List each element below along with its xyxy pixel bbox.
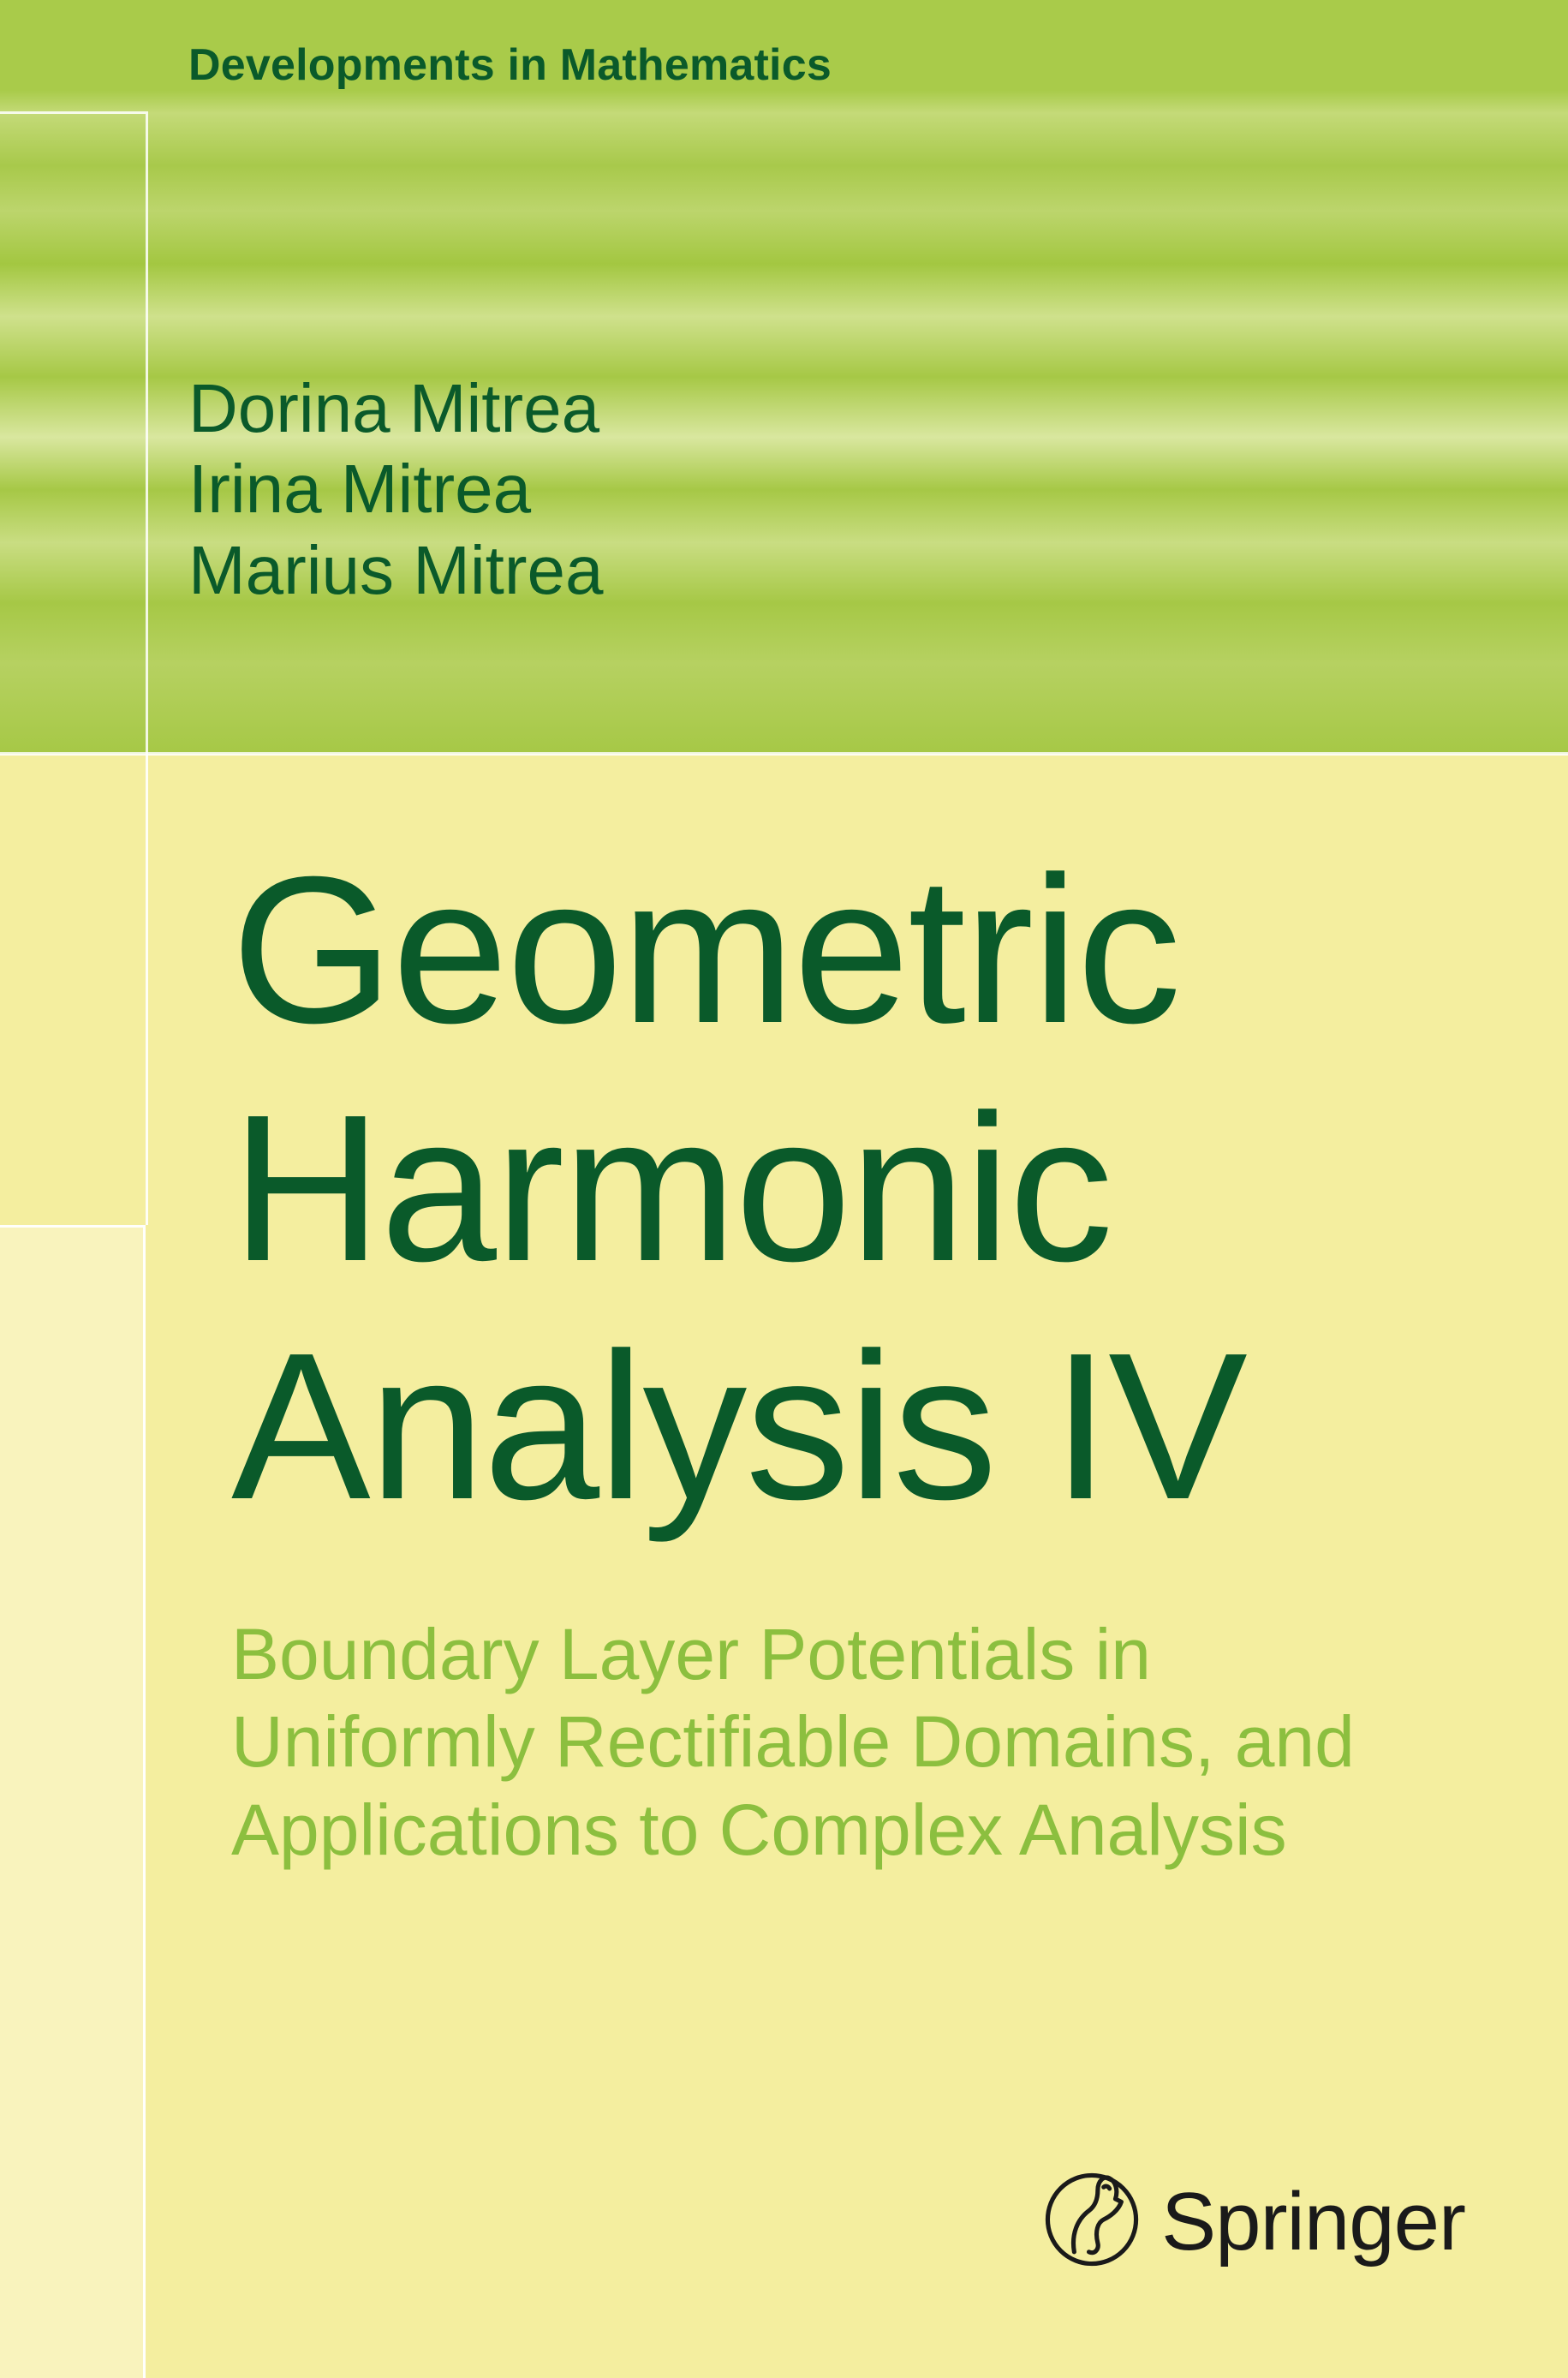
top-green-band: Developments in Mathematics Dorina Mitre…: [0, 0, 1568, 754]
author-line: Marius Mitrea: [188, 530, 604, 611]
main-title: Geometric Harmonic Analysis IV: [231, 831, 1246, 1545]
author-line: Dorina Mitrea: [188, 368, 604, 449]
title-line: Analysis IV: [231, 1307, 1246, 1545]
author-line: Irina Mitrea: [188, 449, 604, 529]
vertical-rule-mid: [146, 754, 148, 1225]
series-label: Developments in Mathematics: [188, 39, 832, 91]
spine-block: [0, 1225, 146, 2378]
publisher-name: Springer: [1161, 2175, 1465, 2269]
subtitle: Boundary Layer Potentials in Uniformly R…: [231, 1610, 1448, 1873]
vertical-rule-top: [146, 111, 148, 754]
authors-block: Dorina Mitrea Irina Mitrea Marius Mitrea: [188, 368, 604, 611]
publisher-mark: Springer: [1045, 2160, 1465, 2284]
title-line: Geometric: [231, 831, 1246, 1069]
band-separator: [0, 752, 1568, 756]
horizontal-rule-top: [0, 111, 146, 114]
springer-horse-icon: [1045, 2160, 1139, 2284]
book-cover: Developments in Mathematics Dorina Mitre…: [0, 0, 1568, 2378]
title-line: Harmonic: [231, 1069, 1246, 1307]
